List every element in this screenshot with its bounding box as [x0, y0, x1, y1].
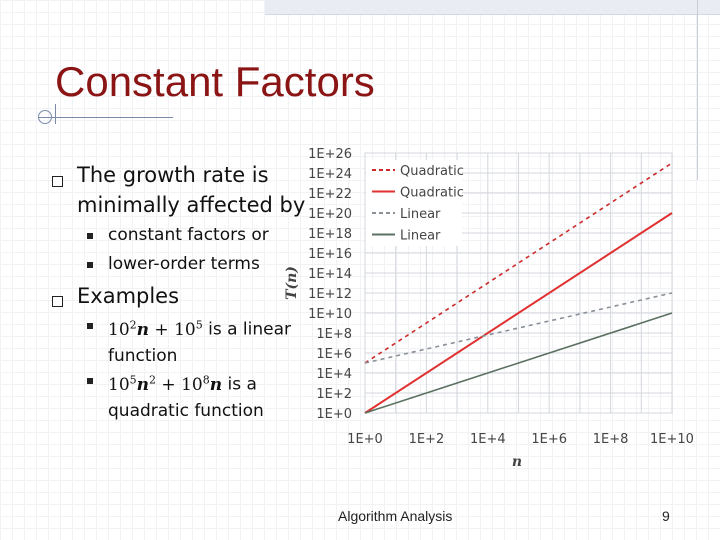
math-quadratic-expression: 105n2 + 108n — [108, 373, 223, 395]
series-line-3 — [364, 312, 673, 414]
x-axis-label: n — [512, 454, 522, 470]
sub-bullet-lower-order: lower-order terms — [108, 254, 260, 274]
bullet-examples: Examples — [77, 284, 180, 308]
bullet-square-icon — [52, 176, 63, 187]
footer-title: Algorithm Analysis — [338, 508, 453, 524]
x-tick-label: 1E+10 — [650, 432, 694, 447]
sub-bullet-constant-factors: constant factors or — [108, 225, 269, 245]
bullet-growth-rate: The growth rate is minimally affected by — [77, 163, 306, 217]
x-tick-label: 1E+4 — [470, 432, 506, 447]
x-tick-label: 1E+0 — [347, 432, 383, 447]
y-tick-label: 1E+10 — [308, 307, 352, 322]
y-tick-label: 1E+0 — [316, 407, 352, 422]
legend-box — [366, 160, 462, 246]
y-tick-label: 1E+14 — [308, 267, 352, 282]
y-tick-label: 1E+6 — [316, 347, 352, 362]
top-decoration-bar — [265, 0, 720, 15]
x-tick-label: 1E+2 — [409, 432, 445, 447]
sub-bullet-linear-example: 102n + 105 is a linear function — [108, 318, 291, 366]
y-tick-label: 1E+26 — [308, 147, 352, 162]
x-tick-label: 1E+6 — [531, 432, 567, 447]
series-line-1 — [364, 212, 673, 414]
y-tick-label: 1E+18 — [308, 227, 352, 242]
title-rule-circle-icon — [38, 110, 52, 124]
y-tick-label: 1E+20 — [308, 207, 352, 222]
x-tick-label: 1E+8 — [593, 432, 629, 447]
legend-label: Quadratic — [400, 164, 464, 179]
legend-label: Quadratic — [400, 186, 464, 201]
y-tick-label: 1E+16 — [308, 247, 352, 262]
title-rule-vertical — [55, 104, 56, 124]
y-axis-label: T(n) — [284, 266, 300, 300]
legend-label: Linear — [400, 207, 441, 222]
math-linear-expression: 102n + 105 — [108, 318, 203, 340]
y-tick-label: 1E+8 — [316, 327, 352, 342]
series-line-0 — [364, 162, 673, 364]
y-tick-label: 1E+2 — [316, 387, 352, 402]
decorative-line — [697, 0, 698, 180]
sub-bullet-quadratic-example: 105n2 + 108n is a quadratic function — [108, 373, 264, 421]
sub-bullet-icon — [87, 233, 93, 239]
sub-bullet-icon — [87, 262, 93, 268]
title-rule-horizontal — [38, 117, 173, 118]
y-tick-label: 1E+24 — [308, 167, 352, 182]
sub-bullet-icon — [87, 378, 93, 384]
bullet-square-icon — [52, 296, 63, 307]
y-tick-label: 1E+12 — [308, 287, 352, 302]
sub-bullet-icon — [87, 323, 93, 329]
y-tick-label: 1E+22 — [308, 187, 352, 202]
page-number: 9 — [662, 508, 670, 524]
y-tick-label: 1E+4 — [316, 367, 352, 382]
legend-label: Linear — [400, 229, 441, 244]
slide-title: Constant Factors — [55, 58, 375, 105]
